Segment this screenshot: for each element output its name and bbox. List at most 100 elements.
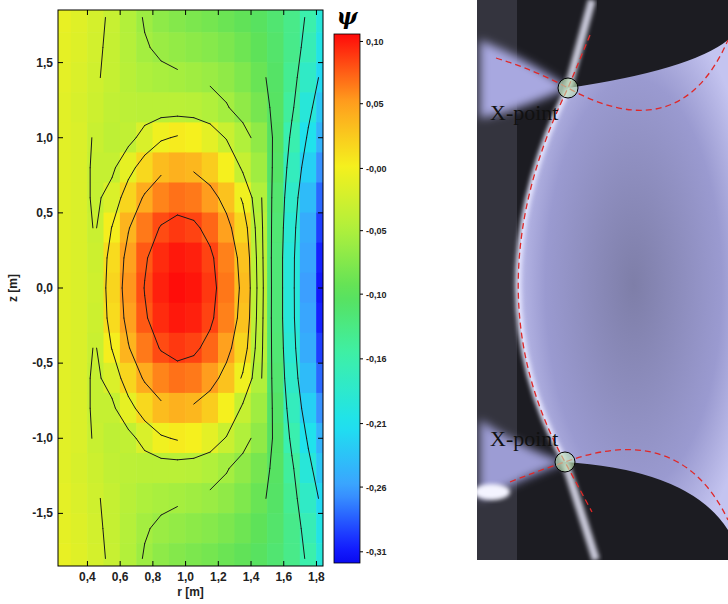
psi-cell [234, 483, 251, 514]
psi-cell [316, 122, 323, 153]
psi-cell [136, 213, 153, 244]
psi-cell [153, 243, 170, 274]
y-tick-label: -1,0 [32, 431, 53, 445]
psi-cell [234, 393, 251, 424]
psi-cell [283, 10, 300, 33]
psi-cell [316, 483, 323, 514]
psi-cell [87, 333, 104, 364]
psi-cell [202, 513, 219, 544]
psi-cell [218, 483, 235, 514]
psi-cell [300, 483, 317, 514]
psi-cell [251, 333, 268, 364]
psi-cell [153, 513, 170, 544]
psi-cell [234, 453, 251, 484]
psi-cell [71, 10, 88, 33]
psi-cell [267, 333, 284, 364]
psi-cell [202, 363, 219, 394]
y-tick [58, 62, 63, 63]
psi-cell [153, 92, 170, 123]
psi-cell [234, 92, 251, 123]
psi-cell [169, 10, 186, 33]
psi-cell [202, 483, 219, 514]
psi-cell [267, 32, 284, 63]
psi-cell [153, 363, 170, 394]
colorbar-tick-label: -0,05 [366, 226, 387, 236]
psi-cell [202, 122, 219, 153]
psi-cell [185, 393, 202, 424]
psi-cell [202, 62, 219, 93]
psi-cell [71, 393, 88, 424]
photo [477, 0, 728, 560]
x-tick [152, 561, 153, 566]
colorbar-tick-label: -0,21 [366, 419, 387, 429]
psi-cell [153, 543, 170, 566]
psi-cell [267, 513, 284, 544]
psi-cell [153, 122, 170, 153]
psi-cell [218, 273, 235, 304]
plasma-edge [518, 88, 568, 462]
psi-cell [283, 62, 300, 93]
psi-cell [251, 152, 268, 183]
x-tick-label: 0,6 [112, 570, 129, 584]
y-tick [58, 212, 63, 213]
psi-cell [87, 10, 104, 33]
psi-cell [185, 152, 202, 183]
psi-cell [283, 273, 300, 304]
x-tick-label: 1,8 [308, 570, 325, 584]
psi-cell [87, 423, 104, 454]
psi-cell [185, 453, 202, 484]
psi-cell [153, 152, 170, 183]
psi-cell [185, 183, 202, 214]
y-tick-label: 0,0 [36, 281, 53, 295]
psi-cell [153, 273, 170, 304]
psi-cell [169, 183, 186, 214]
psi-cell [185, 273, 202, 304]
psi-cell [202, 423, 219, 454]
psi-cell [283, 32, 300, 63]
psi-cell [218, 333, 235, 364]
psi-cell [251, 92, 268, 123]
colorbar-tick-label: -0,26 [366, 483, 387, 493]
psi-cell [104, 483, 121, 514]
psi-cell [267, 363, 284, 394]
psi-cell [251, 303, 268, 334]
psi-cell [71, 273, 88, 304]
psi-cell [153, 32, 170, 63]
psi-cell [202, 543, 219, 566]
x-tick [251, 561, 252, 566]
contour-line [266, 78, 273, 499]
psi-cell [300, 393, 317, 424]
bright-spot [477, 484, 510, 500]
psi-cell [185, 92, 202, 123]
psi-cell [251, 423, 268, 454]
psi-cell [218, 213, 235, 244]
psi-cell [169, 32, 186, 63]
psi-cell [218, 513, 235, 544]
y-tick [58, 288, 63, 289]
psi-cell [104, 303, 121, 334]
y-tick [58, 438, 63, 439]
psi-cell [316, 543, 323, 566]
y-tick [318, 137, 323, 138]
psi-cell [136, 122, 153, 153]
colorbar-tick [360, 168, 363, 169]
psi-cell [234, 213, 251, 244]
psi-cell [300, 152, 317, 183]
psi-cell [267, 10, 284, 33]
psi-cell [169, 543, 186, 566]
psi-cell [136, 62, 153, 93]
psi-cell [71, 183, 88, 214]
psi-cell [104, 543, 121, 566]
colorbar-tick [360, 358, 363, 359]
psi-cell [136, 243, 153, 274]
psi-cell [185, 62, 202, 93]
y-axis-title: z [m] [6, 274, 20, 302]
psi-cell [136, 152, 153, 183]
y-tick [318, 513, 323, 514]
psi-cell [316, 213, 323, 244]
y-tick [318, 62, 323, 63]
psi-cell [153, 303, 170, 334]
psi-cell [202, 333, 219, 364]
psi-cell [120, 62, 137, 93]
psi-cell [300, 62, 317, 93]
